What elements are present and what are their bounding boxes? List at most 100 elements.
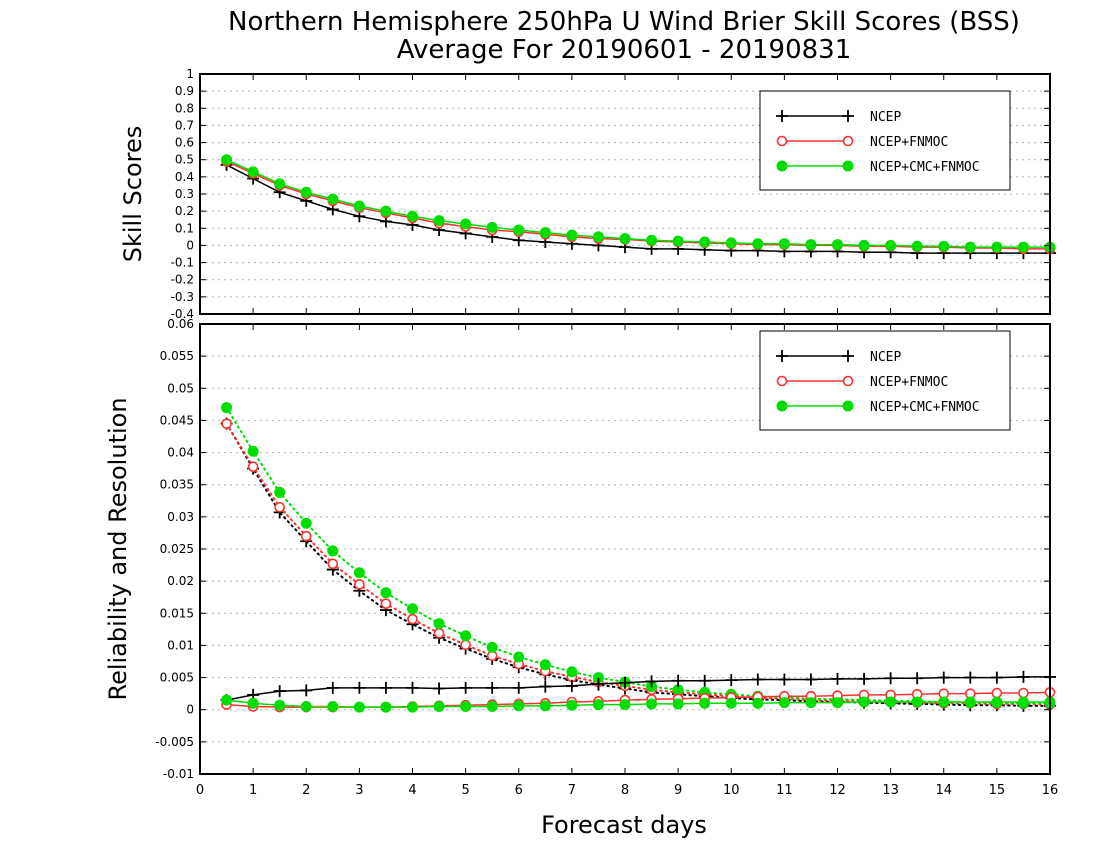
bottom-point-ncep-reliability: [300, 684, 313, 697]
bottom-y-tick-label: 0.01: [167, 638, 194, 652]
bottom-y-tick-label: -0.01: [163, 767, 194, 781]
x-tick-label: 0: [196, 783, 204, 798]
bottom-point-ncep-cmc-fnmoc-reliability: [566, 699, 578, 711]
bottom-point-ncep-cmc-fnmoc-resolution: [353, 567, 365, 579]
bottom-point-ncep-reliability: [459, 681, 472, 694]
bottom-point-ncep-cmc-fnmoc-resolution: [566, 666, 578, 678]
top-legend-marker: [842, 135, 854, 147]
bottom-legend-marker: [776, 350, 788, 362]
bottom-y-tick-label: 0: [186, 703, 194, 717]
bottom-point-ncep-cmc-fnmoc-resolution: [221, 402, 233, 414]
top-legend-marker: [776, 160, 788, 172]
top-point-ncep-cmc-fnmoc: [380, 205, 392, 217]
top-point-ncep-cmc-fnmoc: [539, 227, 551, 239]
top-point-ncep-cmc-fnmoc: [592, 231, 604, 243]
bottom-point-ncep-cmc-fnmoc-reliability: [619, 699, 631, 711]
top-point-ncep-cmc-fnmoc: [964, 241, 976, 253]
bottom-point-ncep-cmc-fnmoc-reliability: [486, 701, 498, 712]
bottom-legend-marker: [842, 350, 854, 362]
bottom-point-ncep-reliability: [486, 681, 499, 694]
bottom-point-ncep-fnmoc-resolution: [433, 627, 445, 639]
x-tick-label: 3: [355, 783, 363, 798]
top-point-ncep-cmc-fnmoc: [832, 239, 843, 251]
top-y-tick-label: -0.4: [171, 307, 194, 321]
bottom-point-ncep-cmc-fnmoc-reliability: [805, 697, 817, 709]
top-y-tick-label: 0.8: [175, 101, 194, 115]
x-tick-label: 4: [408, 783, 416, 798]
bottom-point-ncep-cmc-fnmoc-reliability: [832, 697, 843, 709]
bottom-point-ncep-cmc-fnmoc-resolution: [433, 618, 445, 630]
bottom-point-ncep-fnmoc-resolution: [460, 639, 471, 651]
bottom-point-ncep-cmc-fnmoc-reliability: [327, 701, 339, 712]
bottom-point-ncep-reliability: [326, 681, 339, 694]
top-y-tick-label: -0.3: [171, 290, 194, 304]
bottom-point-ncep-reliability: [406, 681, 419, 694]
bottom-point-ncep-reliability: [751, 673, 764, 686]
top-point-ncep-cmc-fnmoc: [566, 229, 578, 241]
bottom-point-ncep-fnmoc-resolution: [247, 461, 259, 473]
top-point-ncep-cmc-fnmoc: [327, 193, 339, 205]
bottom-legend-marker: [842, 375, 854, 387]
bottom-point-ncep-cmc-fnmoc-reliability: [964, 696, 976, 708]
top-y-tick-label: 0.5: [175, 153, 194, 167]
top-point-ncep-cmc-fnmoc: [486, 221, 498, 233]
top-point-ncep-cmc-fnmoc: [460, 218, 472, 230]
bottom-legend-label-ncep-fnmoc: NCEP+FNMOC: [870, 375, 948, 390]
top-point-ncep-cmc-fnmoc: [699, 236, 711, 248]
top-point-ncep-cmc-fnmoc: [221, 154, 233, 166]
bottom-point-ncep-reliability: [645, 675, 658, 688]
x-tick-label: 13: [882, 783, 899, 798]
top-legend-label-ncep-cmc-fnmoc: NCEP+CMC+FNMOC: [870, 160, 980, 175]
top-point-ncep-cmc-fnmoc: [407, 210, 418, 222]
chart-title-line2: Average For 20190601 - 20190831: [397, 35, 852, 65]
bottom-point-ncep-cmc-fnmoc-resolution: [407, 603, 418, 615]
x-tick-label: 1: [249, 783, 257, 798]
bottom-point-ncep-cmc-fnmoc-resolution: [539, 659, 551, 671]
bottom-point-ncep-reliability: [831, 672, 844, 685]
top-y-tick-label: 0.4: [175, 170, 194, 184]
bottom-point-ncep-cmc-fnmoc-reliability: [725, 697, 737, 709]
bottom-series-line-ncep-cmc-fnmoc-resolution: [225, 406, 1051, 705]
x-tick-label: 8: [621, 783, 629, 798]
top-legend-label-ncep-fnmoc: NCEP+FNMOC: [870, 135, 948, 150]
x-tick-label: 16: [1042, 783, 1059, 798]
bottom-point-ncep-reliability: [778, 673, 791, 686]
bottom-point-ncep-cmc-fnmoc-reliability: [1017, 696, 1029, 708]
bottom-point-ncep-cmc-fnmoc-resolution: [274, 486, 286, 498]
bottom-y-tick-label: 0.035: [160, 478, 194, 492]
top-y-tick-label: 0: [186, 238, 194, 252]
top-point-ncep-cmc-fnmoc: [1017, 241, 1029, 253]
bottom-point-ncep-cmc-fnmoc-reliability: [885, 696, 897, 708]
bottom-point-ncep-reliability: [1017, 670, 1030, 683]
top-y-tick-label: 0.6: [175, 136, 194, 150]
bottom-point-ncep-cmc-fnmoc-resolution: [327, 545, 339, 557]
bottom-legend-marker: [776, 400, 788, 412]
bottom-point-ncep-cmc-fnmoc-reliability: [247, 697, 259, 709]
bottom-point-ncep-cmc-fnmoc-reliability: [752, 697, 764, 709]
top-plot-frame: [199, 73, 1051, 315]
top-point-ncep-cmc-fnmoc: [805, 239, 817, 251]
x-axis-label: Forecast days: [541, 811, 707, 839]
bottom-point-ncep-cmc-fnmoc-reliability: [274, 699, 286, 711]
bottom-y-tick-label: 0.045: [160, 413, 194, 427]
top-legend-marker: [776, 110, 788, 122]
bottom-point-ncep-reliability: [353, 681, 366, 694]
bottom-point-ncep-cmc-fnmoc-reliability: [672, 698, 684, 710]
bottom-point-ncep-fnmoc-resolution: [354, 579, 365, 590]
bottom-point-ncep-reliability: [858, 672, 871, 685]
reliability-resolution-panel: -0.01 -0.005 0 0.005 0.01 0.015 0.02 0.025 0.03 0…: [104, 317, 1058, 839]
top-y-tick-label: 0.3: [175, 187, 194, 201]
bottom-point-ncep-fnmoc-resolution: [300, 530, 312, 542]
top-y-tick-label: 0.9: [175, 84, 194, 98]
top-legend-label-ncep: NCEP: [870, 110, 901, 125]
bottom-y-tick-label: 0.04: [167, 446, 194, 460]
bottom-point-ncep-cmc-fnmoc-reliability: [911, 696, 923, 708]
bottom-y-tick-label: 0.025: [160, 542, 194, 556]
bottom-y-tick-label: 0.015: [160, 606, 194, 620]
top-point-ncep-cmc-fnmoc: [858, 239, 870, 251]
x-tick-label: 15: [989, 783, 1006, 798]
top-point-ncep-cmc-fnmoc: [353, 200, 365, 212]
top-point-ncep-cmc-fnmoc: [300, 186, 312, 198]
top-legend-marker: [842, 110, 854, 122]
bottom-point-ncep-fnmoc-resolution: [221, 418, 232, 429]
